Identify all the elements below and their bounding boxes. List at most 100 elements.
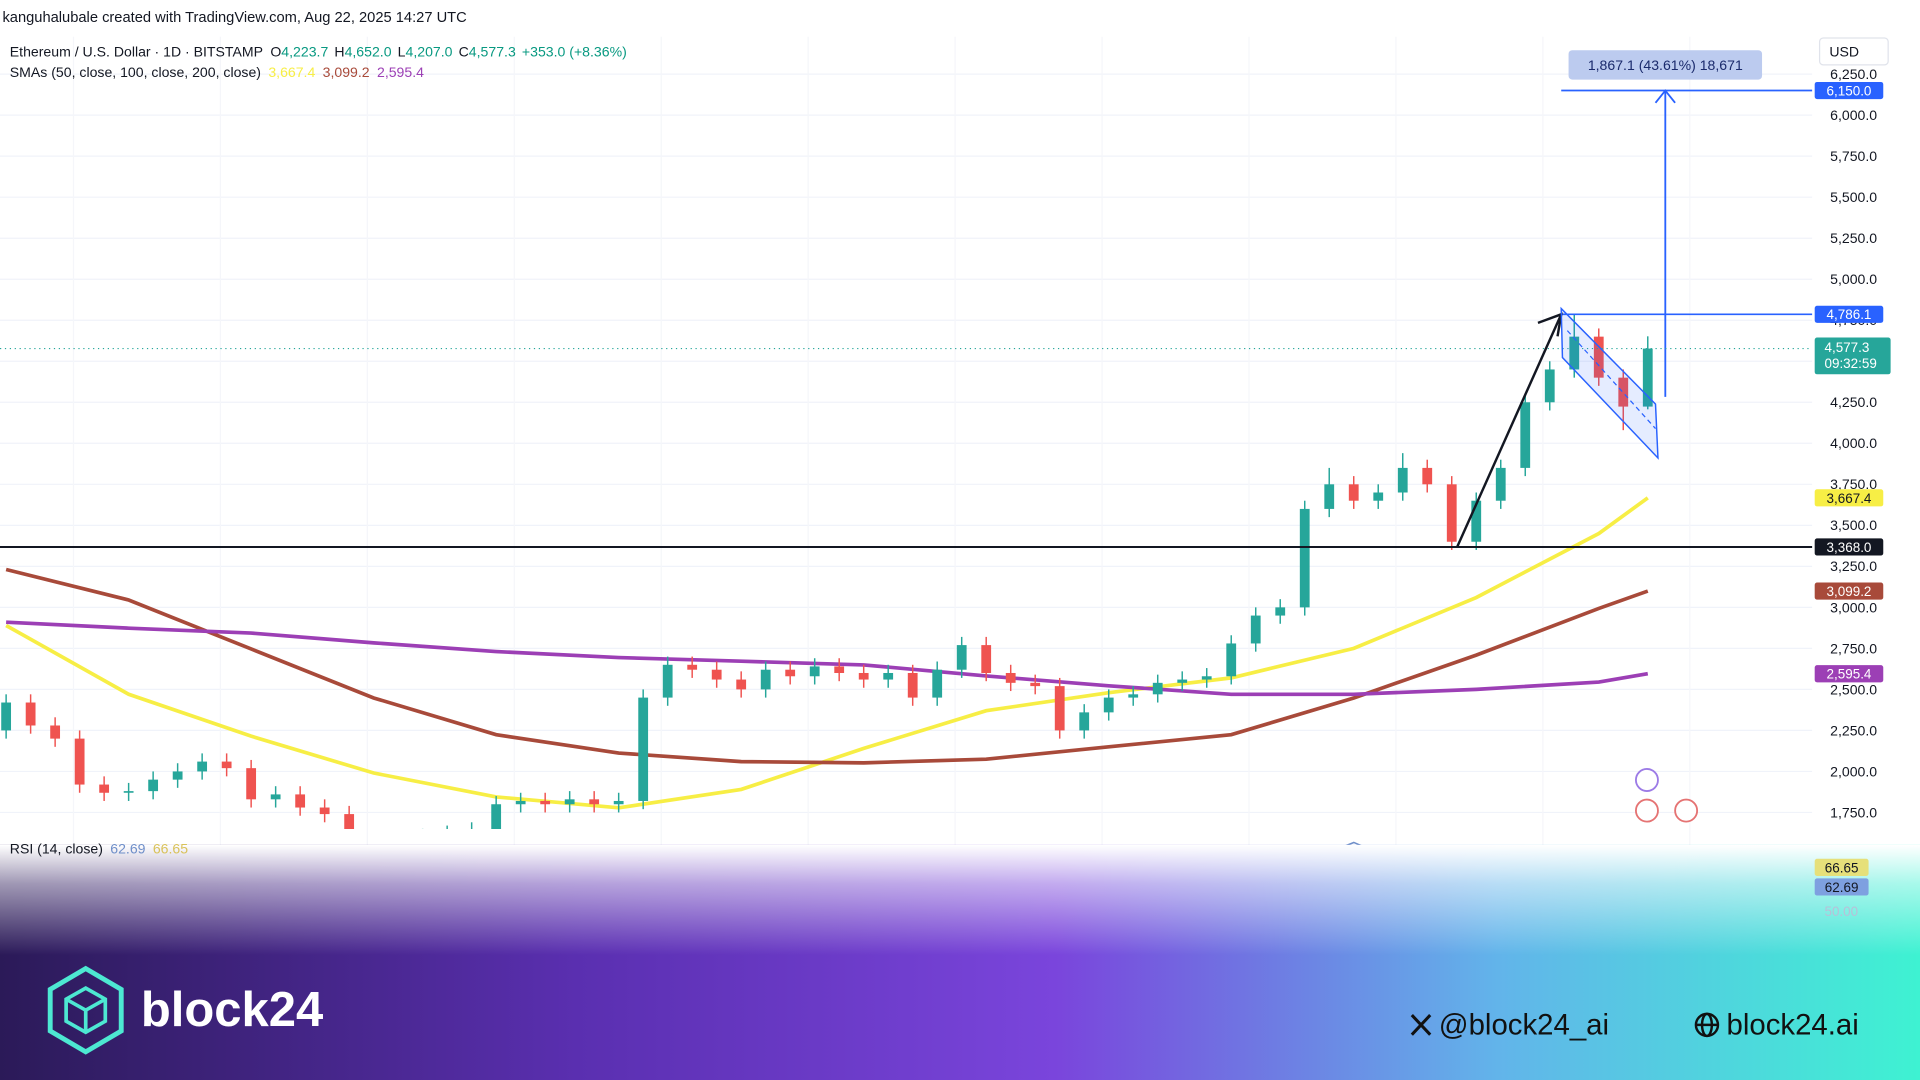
candle-body: [1348, 484, 1359, 501]
candle-body: [25, 702, 36, 726]
candle-body: [932, 669, 943, 698]
currency-box: [1818, 37, 1889, 66]
candle-body: [1226, 643, 1237, 677]
price-tag: [1814, 81, 1884, 100]
candle-body: [1128, 694, 1139, 698]
globe-icon: [1694, 1012, 1720, 1038]
candle-body: [1152, 682, 1163, 695]
candle-body: [221, 761, 232, 769]
credit: kanguhalubale created with TradingView.c…: [2, 10, 467, 26]
candle-body: [1593, 336, 1604, 378]
brand-name: block24: [141, 983, 323, 1037]
sma-line: [5, 567, 1649, 765]
candle-body: [1054, 686, 1065, 731]
candle-body: [785, 669, 796, 677]
price-tag: [1814, 665, 1884, 683]
candle-body: [589, 799, 600, 805]
candle-body: [1618, 377, 1629, 407]
candle-body: [270, 794, 281, 800]
candle-body: [515, 800, 526, 805]
candle-body: [1495, 467, 1506, 501]
candle-body: [662, 664, 673, 698]
sma-label: SMAs (50, close, 100, close, 200, close): [10, 64, 261, 80]
y-tick-label: 5,750.0: [1830, 148, 1877, 164]
price-tag-label: 6,150.0: [1827, 83, 1872, 98]
measure-arrowhead: [1654, 89, 1676, 104]
candle-body: [1446, 484, 1457, 542]
candle-body: [956, 645, 967, 670]
ohlc-value: 4,577.3: [469, 43, 516, 59]
candle-body: [246, 768, 257, 800]
candle-body: [858, 672, 869, 680]
y-tick-label: 2,000.0: [1830, 763, 1877, 779]
event-icon[interactable]: [1635, 768, 1659, 792]
candle-body: [1177, 679, 1188, 683]
candle-body: [123, 791, 134, 793]
sma-legend: SMAs (50, close, 100, close, 200, close)…: [10, 64, 424, 80]
impulse-arrow: [1456, 313, 1563, 548]
candle-body: [1030, 682, 1041, 687]
flag-midline: [1566, 330, 1656, 429]
candle-body: [1471, 500, 1482, 542]
flag-channel: [1560, 306, 1659, 460]
site-url: block24.ai: [1727, 1009, 1859, 1042]
sma-value: 2,595.4: [377, 64, 424, 80]
candle-body: [1005, 672, 1016, 683]
last-price-tag: [1814, 337, 1891, 375]
candle-body: [736, 679, 747, 690]
rsi-tag-label: 66.65: [1825, 860, 1859, 875]
candle-body: [1103, 697, 1114, 713]
candle-body: [319, 807, 330, 815]
rsi-tag-label: 62.69: [1825, 880, 1859, 895]
ohlc-value: 4,207.0: [406, 43, 453, 59]
x-handle: @block24_ai: [1439, 1009, 1609, 1042]
rsi-value: 62.69: [110, 840, 145, 856]
candle-body: [613, 800, 624, 805]
price-tag-label: 3,099.2: [1827, 584, 1872, 599]
candle-body: [564, 799, 575, 805]
measure-label-bg: [1568, 50, 1763, 80]
candle-body: [74, 738, 85, 785]
currency: USD: [1829, 43, 1859, 59]
candle-body: [491, 804, 502, 829]
ohlc-value: 4,223.7: [281, 43, 328, 59]
brand-logo: [47, 965, 124, 1055]
candle-body: [1520, 402, 1531, 468]
candle-body: [1, 702, 12, 731]
candle-body: [1079, 712, 1090, 731]
price-tag-label: 3,368.0: [1827, 540, 1872, 555]
ohlc-key: O: [270, 43, 281, 59]
sma-line: [5, 496, 1649, 810]
candle-body: [809, 666, 820, 677]
candle-body: [760, 669, 771, 690]
y-tick-label: 3,000.0: [1830, 599, 1877, 615]
candle-body: [148, 779, 159, 792]
x-icon: [1410, 1014, 1432, 1036]
candle-body: [1422, 467, 1433, 485]
candle-body: [981, 645, 992, 673]
y-tick-label: 5,000.0: [1830, 271, 1877, 287]
candle-body: [1250, 615, 1261, 644]
y-tick-label: 2,750.0: [1830, 640, 1877, 656]
price-tag: [1814, 489, 1884, 507]
candle-body: [638, 697, 649, 801]
price-tag-label: 4,786.1: [1827, 307, 1872, 322]
change: +353.0 (+8.36%): [522, 43, 627, 59]
y-tick-label: 3,750.0: [1830, 476, 1877, 492]
candle-body: [1569, 336, 1580, 370]
candle-body: [344, 814, 355, 829]
candle-body: [883, 672, 894, 680]
candle-body: [687, 664, 698, 670]
candle-body: [1299, 508, 1310, 608]
symbol: Ethereum / U.S. Dollar · 1D · BITSTAMP: [10, 43, 263, 59]
price-tag: [1814, 582, 1884, 600]
event-icon[interactable]: [1674, 798, 1699, 823]
countdown: 09:32:59: [1824, 356, 1876, 371]
candle-body: [1397, 467, 1408, 493]
candle-body: [834, 666, 845, 673]
event-icon[interactable]: [1635, 798, 1659, 823]
measure-label: 1,867.1 (43.61%) 18,671: [1588, 57, 1743, 73]
last-price-label: 4,577.3: [1824, 340, 1869, 355]
